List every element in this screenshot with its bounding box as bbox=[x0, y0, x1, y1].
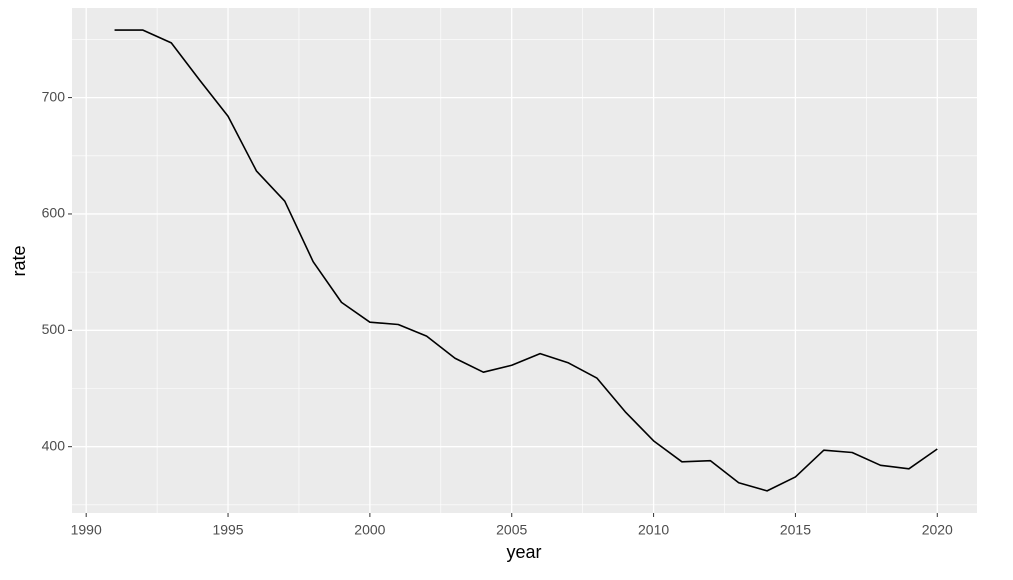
x-tick-label: 2010 bbox=[638, 522, 669, 538]
y-tick-label: 400 bbox=[42, 437, 66, 453]
plot-panel bbox=[72, 8, 977, 513]
x-tick-label: 2000 bbox=[354, 522, 385, 538]
y-tick-label: 700 bbox=[42, 88, 66, 104]
y-tick-label: 500 bbox=[42, 321, 66, 337]
y-tick-label: 600 bbox=[42, 205, 66, 221]
x-tick-label: 2005 bbox=[496, 522, 527, 538]
x-axis-title: year bbox=[506, 542, 541, 562]
x-tick-label: 2020 bbox=[922, 522, 953, 538]
x-tick-label: 1995 bbox=[212, 522, 243, 538]
y-axis-title: rate bbox=[9, 245, 29, 276]
x-tick-label: 2015 bbox=[780, 522, 811, 538]
line bbox=[114, 29, 938, 492]
x-tick-label: 1990 bbox=[71, 522, 102, 538]
